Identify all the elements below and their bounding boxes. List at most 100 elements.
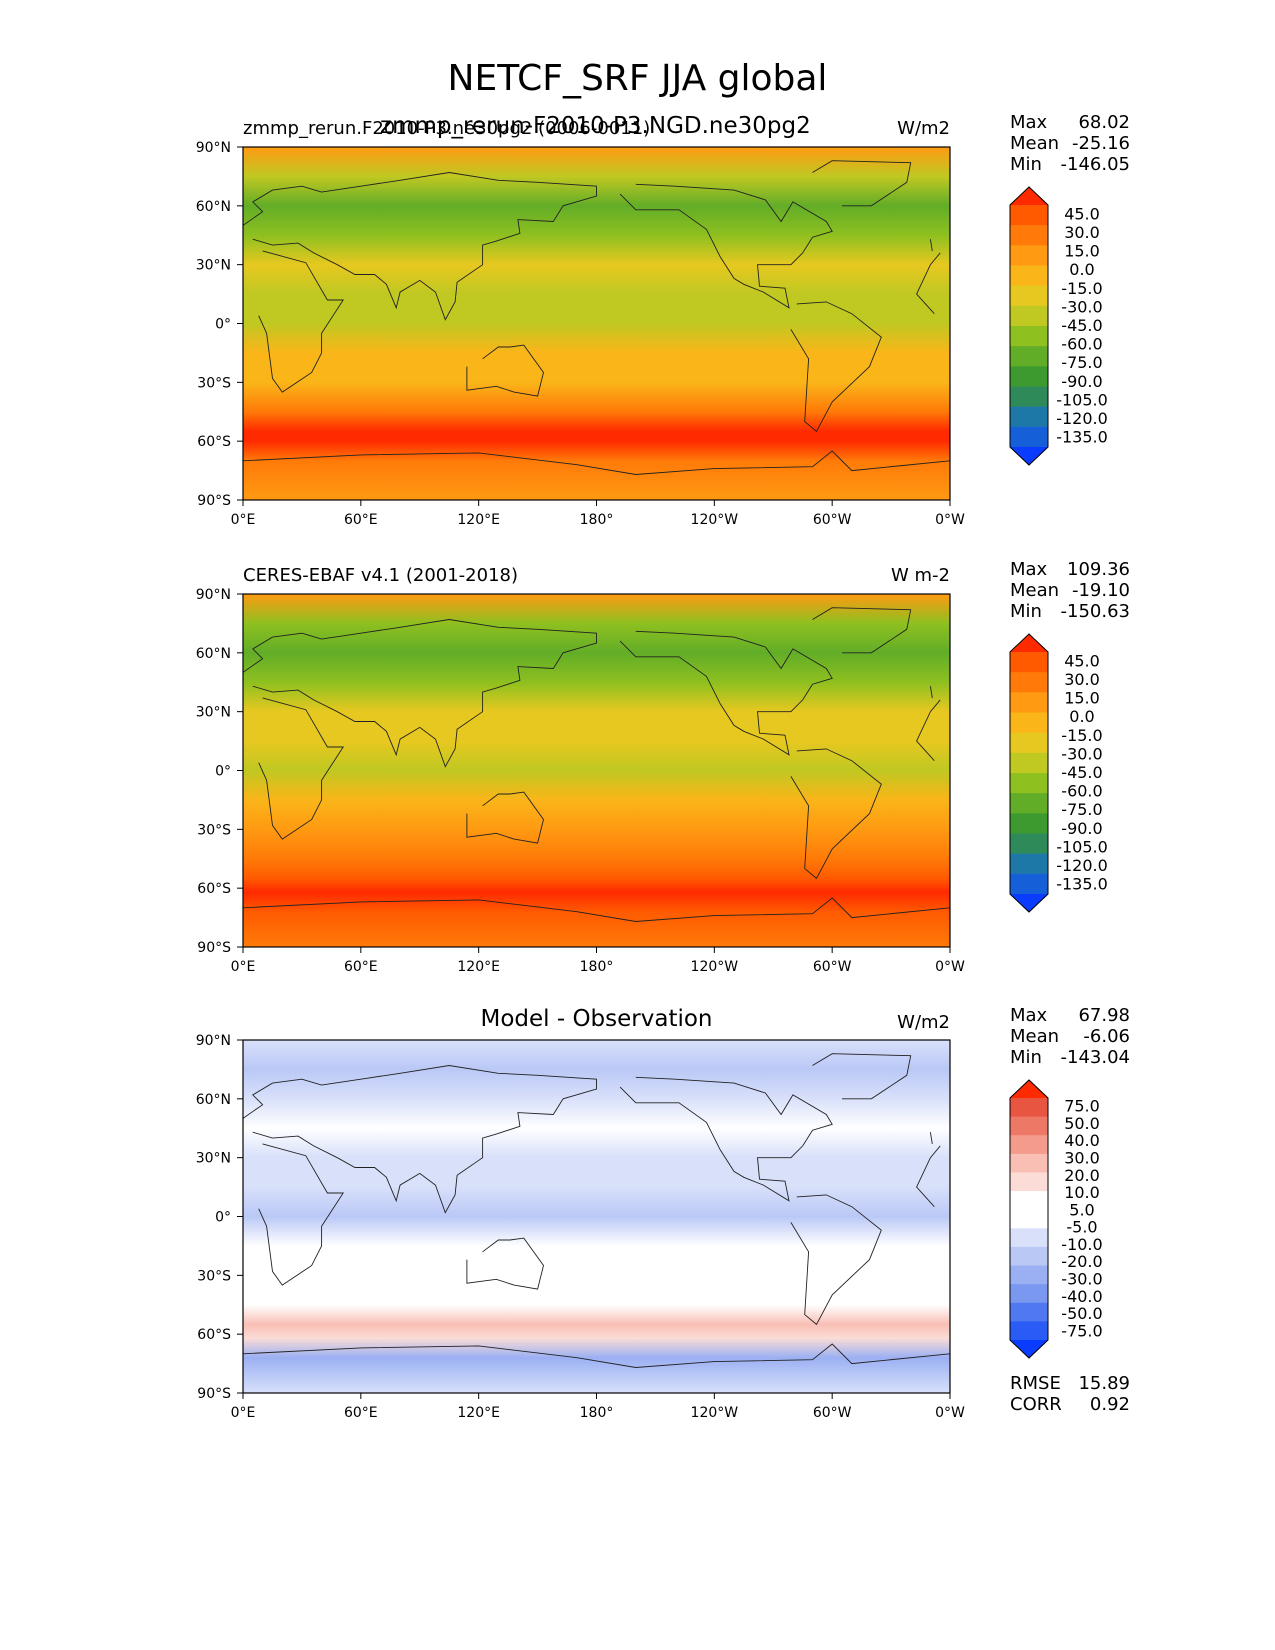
- coastline: [466, 1237, 544, 1290]
- colorbar-segment: [1010, 406, 1048, 428]
- colorbar-tick-label: -15.0: [1061, 726, 1102, 745]
- panel1-center-title: zmmp_rerun-F2010-P3.NGD.ne30pg2: [380, 113, 811, 139]
- lat-tick-label: 60°S: [197, 434, 231, 450]
- coastline: [466, 344, 544, 397]
- stat-min-value: -143.04: [1060, 1047, 1130, 1068]
- stat-mean-value: -6.06: [1083, 1026, 1130, 1047]
- panel3-center-title: Model - Observation: [480, 1006, 713, 1032]
- colorbar-tick-label: 30.0: [1064, 223, 1100, 242]
- colorbar-tick-label: -60.0: [1061, 782, 1102, 801]
- lon-tick-label: 60°E: [344, 512, 378, 528]
- coastline: [466, 791, 544, 844]
- lon-tick-label: 180°: [580, 1405, 614, 1421]
- colorbar-segment: [1010, 1265, 1048, 1285]
- colorbar-outline: [1009, 186, 1049, 466]
- panel1-left-title: zmmp_rerun.F2010-P3.ne30pg2 (0006-0011): [243, 118, 651, 139]
- colorbar-segment: [1010, 1228, 1048, 1248]
- colorbar-tick-label: -90.0: [1061, 372, 1102, 391]
- colorbar-segment: [1010, 265, 1048, 287]
- colorbar-tick-label: -45.0: [1061, 316, 1102, 335]
- rmse-value: 15.89: [1078, 1373, 1130, 1394]
- lat-tick-label: 0°: [215, 1210, 231, 1226]
- stat-max-label: Max: [1010, 112, 1048, 133]
- colorbar-segment: [1010, 1209, 1048, 1229]
- panel1-stats: Max 68.02 Mean -25.16 Min -146.05: [1010, 112, 1130, 175]
- colorbar-segment: [1010, 326, 1048, 347]
- colorbar-segment: [1010, 652, 1048, 673]
- stat-mean-label: Mean: [1010, 580, 1060, 601]
- stat-min-label: Min: [1010, 1047, 1042, 1068]
- lon-tick-label: 180°: [580, 959, 614, 975]
- corr-label: CORR: [1010, 1394, 1062, 1415]
- lon-tick-label: 0°W: [935, 959, 965, 975]
- lat-tick-label: 60°S: [197, 881, 231, 897]
- colorbar-tick-label: -105.0: [1056, 390, 1108, 409]
- panel2-units: W m-2: [890, 565, 950, 586]
- map-panel-3: 90°N 60°N 30°N 0° 30°S 60°S 90°S0°E 60°E 120°E 18…: [196, 1033, 1103, 1421]
- colorbar-extend-min: [1010, 447, 1048, 465]
- lon-tick-label: 0°E: [231, 512, 256, 528]
- stat-max-value: 109.36: [1067, 559, 1130, 580]
- map-field: [243, 1040, 950, 1393]
- coastline: [790, 301, 882, 433]
- colorbar-tick-label: 15.0: [1064, 689, 1100, 708]
- colorbar-tick-label: 10.0: [1064, 1183, 1100, 1202]
- lat-tick-label: 30°N: [196, 705, 231, 721]
- colorbar-segment: [1010, 285, 1048, 307]
- colorbar-segment: [1010, 712, 1048, 734]
- colorbar-segment: [1010, 386, 1048, 408]
- lat-tick-label: 0°: [215, 764, 231, 780]
- colorbar-segment: [1010, 793, 1048, 814]
- colorbar-segment: [1010, 205, 1048, 226]
- lon-tick-label: 180°: [580, 512, 614, 528]
- colorbar-tick-label: 30.0: [1064, 670, 1100, 689]
- colorbar-segment: [1010, 1191, 1048, 1211]
- lat-tick-label: 90°N: [196, 140, 231, 156]
- lat-tick-label: 60°N: [196, 1092, 231, 1108]
- colorbar-tick-label: -45.0: [1061, 763, 1102, 782]
- colorbar-segment: [1010, 873, 1048, 895]
- map-panel-1: 90°N 60°N 30°N 0° 30°S 60°S 90°S0°E 60°E 120°E 18…: [196, 140, 1108, 528]
- lat-tick-label: 30°N: [196, 1151, 231, 1167]
- colorbar-tick-label: 5.0: [1069, 1200, 1094, 1219]
- colorbar: 75.050.040.030.020.010.05.0-5.0-10.0-20.…: [1009, 1079, 1103, 1359]
- panel3-stats: Max 67.98 Mean -6.06 Min -143.04: [1010, 1005, 1130, 1068]
- lon-tick-label: 60°E: [344, 959, 378, 975]
- colorbar-outline: [1009, 633, 1049, 913]
- colorbar-extend-max: [1010, 1080, 1048, 1098]
- colorbar-tick-label: 20.0: [1064, 1166, 1100, 1185]
- stat-min-value: -146.05: [1060, 154, 1130, 175]
- stat-max-label: Max: [1010, 559, 1048, 580]
- colorbar: 45.030.015.00.0-15.0-30.0-45.0-60.0-75.0…: [1009, 633, 1108, 913]
- colorbar-segment: [1010, 225, 1048, 246]
- colorbar-segment: [1010, 1098, 1048, 1118]
- colorbar-tick-label: -15.0: [1061, 279, 1102, 298]
- coastline: [812, 160, 912, 207]
- coastline: [619, 183, 833, 309]
- panel2-stats: Max 109.36 Mean -19.10 Min -150.63: [1010, 559, 1130, 622]
- colorbar-segment: [1010, 426, 1048, 448]
- coastline: [258, 697, 941, 840]
- map-panel-2: 90°N 60°N 30°N 0° 30°S 60°S 90°S0°E 60°E 120°E 18…: [196, 587, 1108, 975]
- colorbar-extend-max: [1010, 634, 1048, 652]
- map-field: [243, 594, 950, 947]
- lon-tick-label: 120°E: [457, 959, 500, 975]
- map-field: [243, 147, 950, 500]
- colorbar-tick-label: -10.0: [1061, 1235, 1102, 1254]
- stat-max-label: Max: [1010, 1005, 1048, 1026]
- lat-tick-label: 60°N: [196, 646, 231, 662]
- colorbar-segment: [1010, 1172, 1048, 1192]
- lon-tick-label: 60°W: [813, 959, 852, 975]
- colorbar-segment: [1010, 833, 1048, 855]
- lat-tick-label: 90°N: [196, 1033, 231, 1049]
- colorbar-tick-label: 50.0: [1064, 1114, 1100, 1133]
- colorbar-tick-label: -120.0: [1056, 856, 1108, 875]
- coastline: [812, 607, 912, 654]
- colorbar-segment: [1010, 672, 1048, 693]
- coastline: [619, 1076, 833, 1202]
- colorbar-segment: [1010, 1284, 1048, 1304]
- stat-min-label: Min: [1010, 601, 1042, 622]
- colorbar-extend-max: [1010, 187, 1048, 205]
- colorbar-extend-min: [1010, 1340, 1048, 1358]
- colorbar-segment: [1010, 366, 1048, 387]
